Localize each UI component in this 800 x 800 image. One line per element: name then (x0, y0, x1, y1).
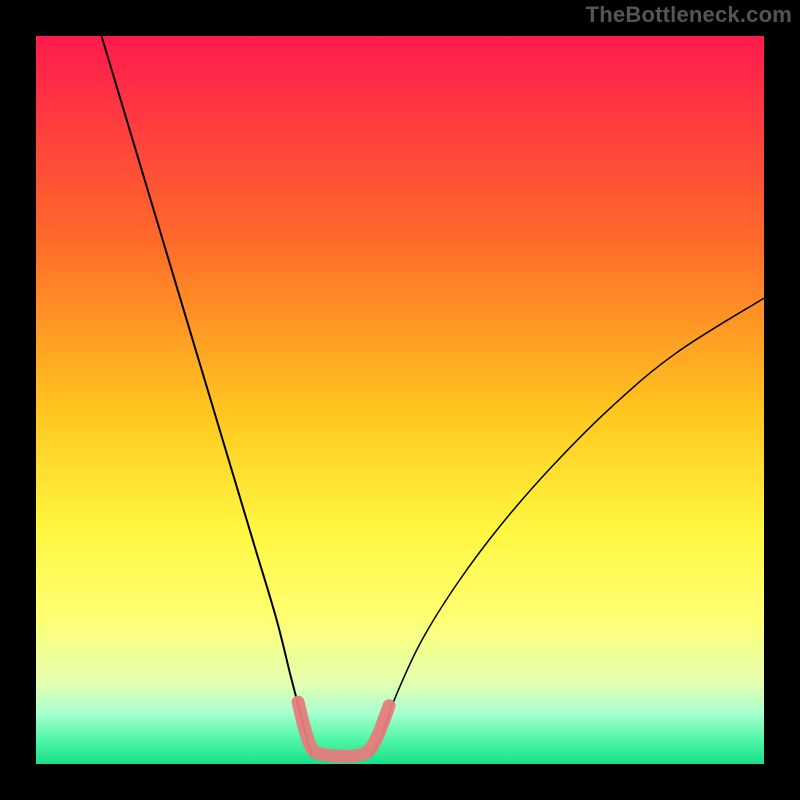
chart-background (36, 36, 764, 764)
bottleneck-chart (36, 36, 764, 764)
chart-svg (36, 36, 764, 764)
watermark-text: TheBottleneck.com (586, 2, 792, 28)
